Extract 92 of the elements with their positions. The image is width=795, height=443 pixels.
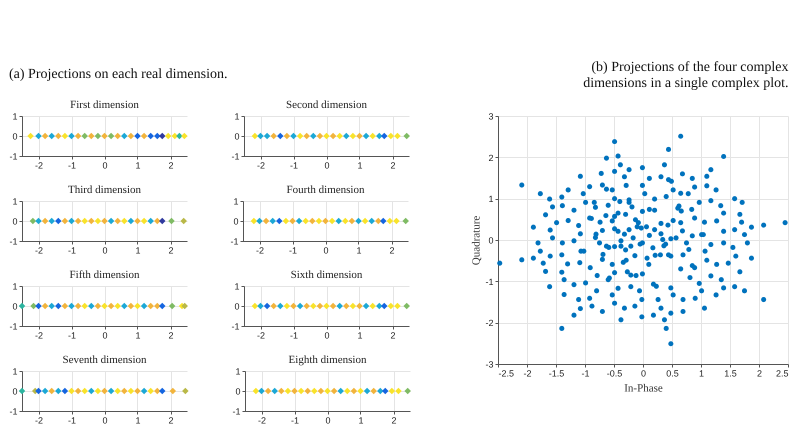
x-tick-label: -1 <box>68 330 76 340</box>
x-tick-label: -2 <box>34 330 44 340</box>
chart-title: Eighth dimension <box>288 354 367 366</box>
y-tick-label: -1 <box>9 152 18 162</box>
x-tick-label: -1 <box>290 416 300 426</box>
x-tick-label: 1 <box>135 246 141 256</box>
y-tick-label: -1 <box>485 276 494 287</box>
x-tick-label: 2 <box>390 160 396 170</box>
y-tick-label: 0 <box>12 132 18 142</box>
x-tick-label: -1 <box>68 160 76 170</box>
y-axis-title: Quadrature <box>470 216 482 266</box>
y-tick-label: 3 <box>488 112 494 122</box>
y-tick-label: 0 <box>488 236 494 246</box>
y-tick-label: -1 <box>232 406 240 416</box>
x-tick-label: -1 <box>288 246 298 256</box>
x-tick-label: 2 <box>390 330 396 340</box>
x-tick-label: -2.5 <box>498 368 514 378</box>
x-tick-label: 2 <box>168 160 174 170</box>
x-tick-label: 0 <box>102 330 108 340</box>
chart-title: (b) Projections of the four complex dimensions in a single complex plot. <box>583 60 788 91</box>
x-tick-label: 0 <box>102 416 108 426</box>
x-tick-label: -1.5 <box>548 368 564 378</box>
chart-title: Seventh dimension <box>62 354 148 366</box>
x-tick-label: -2 <box>258 416 266 426</box>
y-tick-label: 0 <box>235 386 240 396</box>
x-tick-label: -2 <box>34 416 44 426</box>
chart-title: Sixth dimension <box>290 269 363 281</box>
x-tick-label: 2 <box>168 246 174 256</box>
x-tick-label: -2 <box>256 246 264 256</box>
x-tick-label: 1 <box>135 416 141 426</box>
x-axis-title: In-Phase <box>624 382 663 394</box>
y-tick-label: -1 <box>9 236 18 246</box>
y-tick-label: 0 <box>234 132 240 142</box>
x-tick-label: 0 <box>324 330 330 340</box>
x-tick-label: 0 <box>640 368 646 378</box>
y-tick-label: 1 <box>234 112 240 122</box>
x-tick-label: 2 <box>391 416 397 426</box>
y-tick-label: 0 <box>234 302 240 312</box>
y-tick-label: -3 <box>485 360 494 370</box>
y-tick-label: 1 <box>12 112 18 122</box>
y-tick-label: 2 <box>488 152 494 163</box>
y-tick-label: 1 <box>234 282 240 292</box>
x-tick-label: 0 <box>324 160 330 170</box>
x-tick-label: 1 <box>358 416 364 426</box>
y-tick-label: -1 <box>230 236 238 246</box>
x-tick-label: 1 <box>698 368 704 378</box>
y-tick-label: -2 <box>485 318 494 328</box>
x-tick-label: 2 <box>389 246 395 256</box>
x-tick-label: 1.5 <box>724 368 737 378</box>
x-tick-label: 1 <box>357 330 363 340</box>
chart-subtitle: First dimension <box>70 99 140 111</box>
y-tick-label: 0 <box>233 216 238 226</box>
x-tick-label: -1 <box>68 416 76 426</box>
x-tick-label: 2 <box>168 330 174 340</box>
x-tick-label: -2 <box>256 330 266 340</box>
y-tick-label: -1 <box>231 322 240 332</box>
x-tick-label: -2 <box>34 160 44 170</box>
y-tick-label: 1 <box>12 282 18 292</box>
y-tick-label: -1 <box>231 152 240 162</box>
y-tick-label: 1 <box>233 196 238 206</box>
x-tick-label: 0.5 <box>666 368 679 378</box>
chart-title: (a) Projections on each real dimension. <box>9 67 228 82</box>
chart-title: Fourth dimension <box>286 184 365 196</box>
y-tick-label: 1 <box>488 194 494 204</box>
y-tick-label: -1 <box>9 322 18 332</box>
x-tick-label: -2 <box>256 160 266 170</box>
x-tick-label: 0 <box>323 246 329 256</box>
x-tick-label: -2 <box>523 368 532 378</box>
x-tick-label: 2.5 <box>776 368 788 378</box>
x-tick-label: 1 <box>356 246 362 256</box>
x-tick-label: 0 <box>325 416 331 426</box>
chart-title: Third dimension <box>68 184 142 196</box>
y-tick-label: 0 <box>12 386 18 396</box>
x-tick-label: 0 <box>102 160 108 170</box>
chart-title: Fifth dimension <box>70 269 140 281</box>
x-tick-label: -0.5 <box>606 368 622 378</box>
y-tick-label: 0 <box>12 302 18 312</box>
y-tick-label: 0 <box>12 216 18 226</box>
x-tick-label: 1 <box>135 330 141 340</box>
x-tick-label: 0 <box>102 246 108 256</box>
x-tick-label: -1 <box>290 330 298 340</box>
y-tick-label: 1 <box>12 196 18 206</box>
x-tick-label: -2 <box>34 246 44 256</box>
x-tick-label: 2 <box>756 368 762 378</box>
x-tick-label: 2 <box>168 416 174 426</box>
chart-title: Second dimension <box>286 99 368 111</box>
x-tick-label: 1 <box>357 160 363 170</box>
x-tick-label: 1 <box>135 160 141 170</box>
x-tick-label: -1 <box>68 246 76 256</box>
y-tick-label: -1 <box>9 406 18 416</box>
x-tick-label: -1 <box>290 160 298 170</box>
x-tick-label: -1 <box>581 368 590 378</box>
